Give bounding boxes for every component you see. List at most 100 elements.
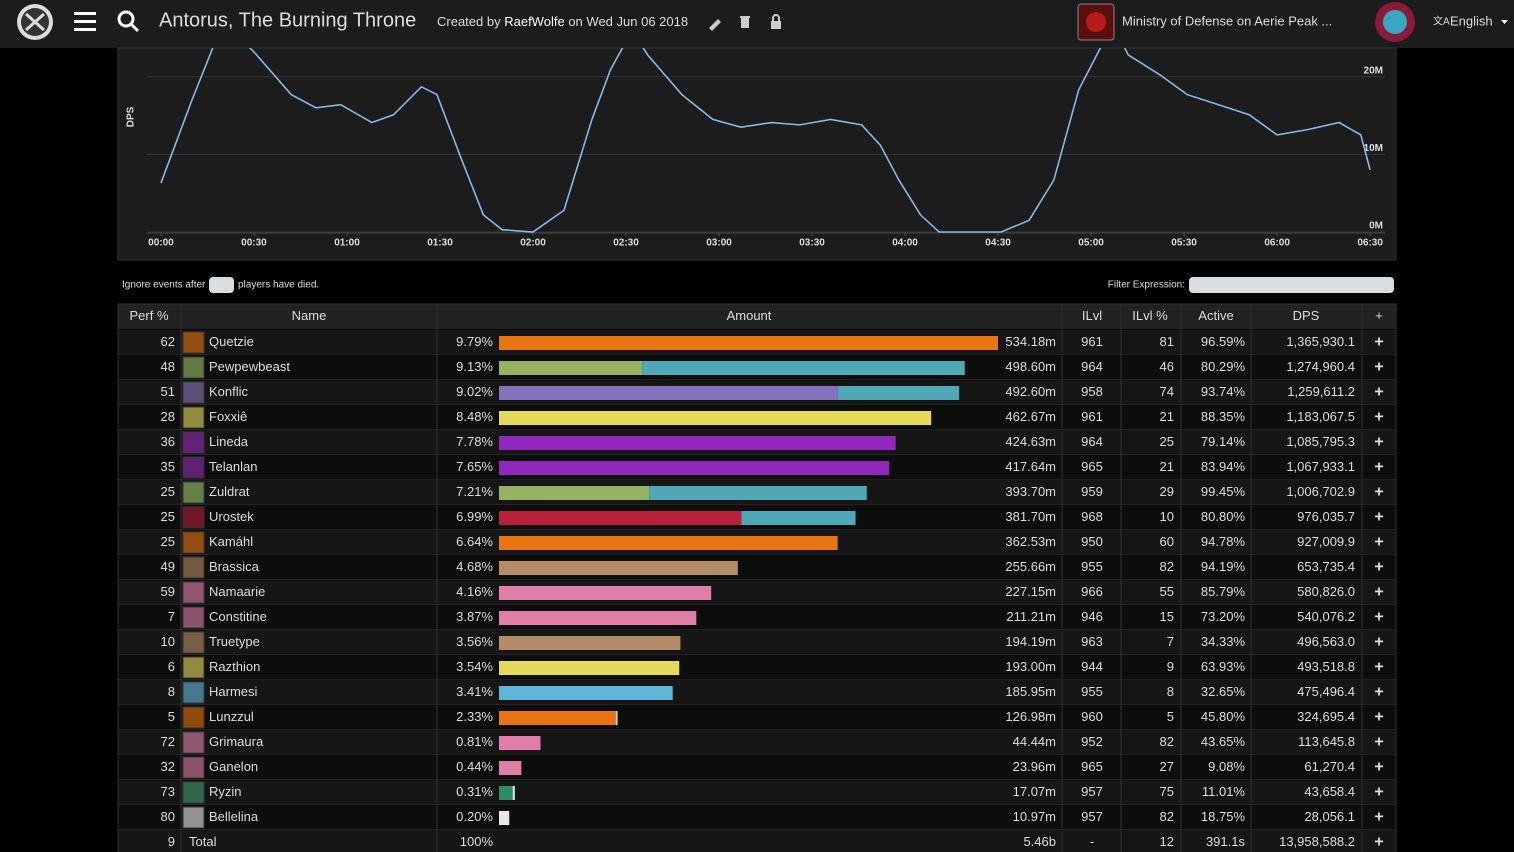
class-icon bbox=[182, 656, 205, 679]
player-name[interactable]: Harmesi bbox=[209, 684, 258, 699]
dps: 1,183,067.5 bbox=[1286, 409, 1355, 424]
column-header[interactable]: DPS bbox=[1293, 308, 1320, 323]
expand[interactable]: + bbox=[1374, 459, 1383, 476]
expand[interactable]: + bbox=[1374, 384, 1383, 401]
expand[interactable]: + bbox=[1374, 584, 1383, 601]
player-name[interactable]: Telanlan bbox=[209, 459, 257, 474]
guild-icon[interactable] bbox=[1077, 3, 1115, 41]
menu-icon[interactable] bbox=[74, 12, 96, 31]
column-header[interactable]: ILvl bbox=[1082, 308, 1102, 323]
column-header[interactable]: ILvl % bbox=[1132, 308, 1168, 323]
lock-icon[interactable] bbox=[771, 14, 781, 29]
player-name[interactable]: Constitine bbox=[209, 609, 267, 624]
edit-icon[interactable] bbox=[709, 19, 721, 31]
player-name[interactable]: Namaarie bbox=[209, 584, 265, 599]
player-name[interactable]: Truetype bbox=[209, 634, 260, 649]
ilvl-pct: 55 bbox=[1160, 584, 1174, 599]
player-name[interactable]: Bellelina bbox=[209, 809, 259, 824]
row-background bbox=[118, 705, 1396, 730]
ilvl: 944 bbox=[1081, 659, 1103, 674]
ilvl: 961 bbox=[1081, 334, 1103, 349]
amount-bar bbox=[499, 761, 522, 775]
y-tick-label: 20M bbox=[1364, 65, 1383, 76]
row-background bbox=[118, 780, 1396, 805]
ignore-input[interactable] bbox=[209, 277, 234, 293]
column-header[interactable]: Amount bbox=[727, 308, 772, 323]
expand[interactable]: + bbox=[1374, 534, 1383, 551]
expand[interactable]: + bbox=[1374, 709, 1383, 726]
ilvl: 955 bbox=[1081, 684, 1103, 699]
column-header[interactable]: Name bbox=[292, 308, 327, 323]
player-name[interactable]: Ryzin bbox=[209, 784, 242, 799]
x-tick-label: 00:30 bbox=[241, 238, 267, 249]
ilvl-pct: 82 bbox=[1160, 809, 1174, 824]
delete-icon[interactable] bbox=[740, 16, 750, 28]
dps: 493,518.8 bbox=[1297, 659, 1355, 674]
amount: 17.07m bbox=[1013, 784, 1056, 799]
expand[interactable]: + bbox=[1374, 834, 1383, 851]
expand[interactable]: + bbox=[1374, 509, 1383, 526]
language[interactable]: English bbox=[1450, 13, 1493, 28]
top-bar bbox=[0, 0, 1514, 48]
dps: 976,035.7 bbox=[1297, 509, 1355, 524]
avatar[interactable] bbox=[1375, 2, 1415, 42]
column-header[interactable]: Perf % bbox=[129, 308, 168, 323]
expand[interactable]: + bbox=[1374, 609, 1383, 626]
expand[interactable]: + bbox=[1374, 759, 1383, 776]
expand[interactable]: + bbox=[1374, 559, 1383, 576]
expand[interactable]: + bbox=[1374, 634, 1383, 651]
active: 99.45% bbox=[1201, 484, 1246, 499]
row-background bbox=[118, 680, 1396, 705]
expand[interactable]: + bbox=[1374, 334, 1383, 351]
expand[interactable]: + bbox=[1374, 684, 1383, 701]
amount: 417.64m bbox=[1005, 459, 1056, 474]
class-icon bbox=[182, 731, 205, 754]
active: 83.94% bbox=[1201, 459, 1246, 474]
player-name[interactable]: Konflic bbox=[209, 384, 249, 399]
player-name[interactable]: Brassica bbox=[209, 559, 260, 574]
logo[interactable] bbox=[17, 4, 53, 40]
player-name[interactable]: Lunzzul bbox=[209, 709, 254, 724]
amount: 10.97m bbox=[1013, 809, 1056, 824]
expand[interactable]: + bbox=[1374, 484, 1383, 501]
class-icon bbox=[182, 356, 205, 379]
player-name[interactable]: Foxxiê bbox=[209, 409, 247, 424]
expand[interactable]: + bbox=[1374, 659, 1383, 676]
active: 80.80% bbox=[1201, 509, 1246, 524]
guild-name[interactable]: Ministry of Defense on Aerie Peak ... bbox=[1122, 13, 1332, 28]
player-name[interactable]: Razthion bbox=[209, 659, 260, 674]
perf: 6 bbox=[168, 659, 175, 674]
class-icon bbox=[182, 531, 205, 554]
expand[interactable]: + bbox=[1374, 359, 1383, 376]
author[interactable]: RaefWolfe bbox=[504, 14, 564, 29]
amount: 498.60m bbox=[1005, 359, 1056, 374]
player-name[interactable]: Kamáhl bbox=[209, 534, 253, 549]
class-icon bbox=[182, 456, 205, 479]
player-name[interactable]: Urostek bbox=[209, 509, 254, 524]
amount-bar bbox=[499, 786, 513, 800]
player-name[interactable]: Ganelon bbox=[209, 759, 258, 774]
header-row bbox=[118, 304, 1396, 329]
expand[interactable]: + bbox=[1374, 434, 1383, 451]
player-name[interactable]: Zuldrat bbox=[209, 484, 250, 499]
table-border bbox=[117, 303, 1397, 852]
expand[interactable]: + bbox=[1374, 784, 1383, 801]
player-name[interactable]: Pewpewbeast bbox=[209, 359, 290, 374]
column-header[interactable]: + bbox=[1375, 308, 1383, 323]
player-name[interactable]: Lineda bbox=[209, 434, 249, 449]
ilvl-pct: 12 bbox=[1160, 834, 1174, 849]
expand[interactable]: + bbox=[1374, 809, 1383, 826]
player-name[interactable]: Grimaura bbox=[209, 734, 264, 749]
percent: 9.79% bbox=[456, 334, 493, 349]
ilvl-pct: 10 bbox=[1160, 509, 1174, 524]
column-header[interactable]: Active bbox=[1198, 308, 1233, 323]
row-background bbox=[118, 730, 1396, 755]
dps: 540,076.2 bbox=[1297, 609, 1355, 624]
filter-input[interactable] bbox=[1189, 277, 1394, 293]
player-name[interactable]: Quetzie bbox=[209, 334, 254, 349]
search-icon[interactable] bbox=[117, 10, 140, 33]
expand[interactable]: + bbox=[1374, 409, 1383, 426]
expand[interactable]: + bbox=[1374, 734, 1383, 751]
active: 18.75% bbox=[1201, 809, 1246, 824]
